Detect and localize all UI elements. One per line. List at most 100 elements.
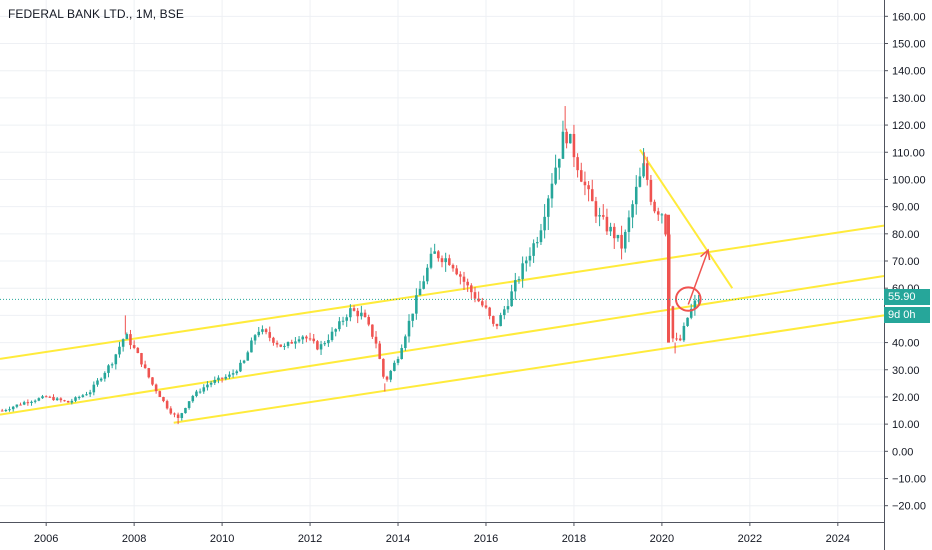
candle-body [169,408,173,414]
candle-body [209,382,213,385]
candle-body [96,380,99,385]
candle-body [612,226,616,239]
candle-body [623,231,627,249]
candle-body [429,253,433,268]
candle-body [33,400,37,402]
x-tick-label: 2012 [298,533,322,545]
candle-body [220,377,224,379]
candle-body [70,400,74,403]
candle-body [283,345,286,347]
candle-body [462,276,466,282]
candle-body [19,404,22,406]
y-tick-label: 100.00 [892,174,926,186]
candle-body [433,251,436,254]
candle-body [147,368,151,378]
candle-body [656,211,660,215]
target-arrow-head[interactable] [700,248,711,261]
candle-body [470,285,473,293]
candle-body [59,398,63,401]
target-arrow[interactable] [687,249,709,305]
candle-body [378,343,381,359]
candle-body [257,331,261,336]
candle-body [272,337,275,343]
candle-body [499,315,502,327]
candle-body [627,217,631,232]
y-tick-label: 80.00 [892,229,920,241]
candle-body [52,396,55,401]
candle-body [132,345,136,348]
y-tick-label: 20.00 [892,392,920,404]
x-tick-label: 2016 [474,533,498,545]
x-tick-label: 2024 [826,533,850,545]
candle-body [389,370,392,380]
candle-body [525,260,528,264]
candle-body [121,339,125,347]
candle-body [191,396,195,402]
x-tick-label: 2014 [386,533,410,545]
candle-body [74,397,77,401]
candle-body [675,338,678,340]
candle-body [477,298,480,302]
candle-body [506,306,510,310]
y-tick-label: 160.00 [892,11,926,23]
candle-body [279,344,283,347]
y-tick-label: 0.00 [892,446,913,458]
candle-body [162,397,165,402]
y-tick-label: −10.00 [892,474,926,486]
candle-body [576,157,579,171]
candle-body [338,321,341,330]
candle-body [440,258,444,263]
candle-body [400,347,403,360]
candle-body [363,312,367,318]
candle-body [645,163,649,180]
candle-body [261,329,264,332]
trendline[interactable] [639,148,734,289]
candle-body [184,407,187,414]
candle-body [173,413,176,415]
candle-body [521,263,524,280]
candle-body [374,336,378,344]
candle-body [598,215,601,217]
last-price-badge: 55.90 [884,289,930,305]
candle-body [77,396,81,398]
candle-body [30,401,33,403]
trendline[interactable] [0,224,885,360]
candle-body [411,313,414,321]
candle-body [682,325,686,341]
candle-body [228,374,231,377]
annotations[interactable] [666,214,711,343]
candle-body [693,300,697,309]
candle-body [323,343,327,345]
candle-body [407,320,411,337]
candle-body [557,158,561,168]
candle-body [642,163,645,177]
y-tick-label: −20.00 [892,501,926,513]
candle-body [532,243,535,256]
candle-body [605,216,609,232]
x-tick-label: 2022 [738,533,762,545]
candle-body [165,401,169,409]
trendlines[interactable] [0,148,885,424]
candle-body [242,360,246,363]
candle-body [488,307,491,317]
trendline[interactable] [0,274,885,416]
candle-body [8,409,11,411]
candle-body [536,242,539,244]
candle-body [594,201,598,217]
candle-body [616,234,620,239]
countdown-badge: 9d 0h [884,307,930,323]
x-tick-label: 2010 [210,533,234,545]
candle-body [514,280,517,292]
candle-body [495,323,499,327]
candle-body [81,395,85,397]
x-tick-label: 2020 [650,533,674,545]
candle-body [396,359,400,363]
candle-body [393,362,396,371]
candle-body [286,342,290,346]
candle-body [554,167,557,184]
candle-body [301,336,305,340]
x-tick-label: 2006 [34,533,58,545]
candle-body [404,336,407,348]
trendline[interactable] [173,314,885,424]
